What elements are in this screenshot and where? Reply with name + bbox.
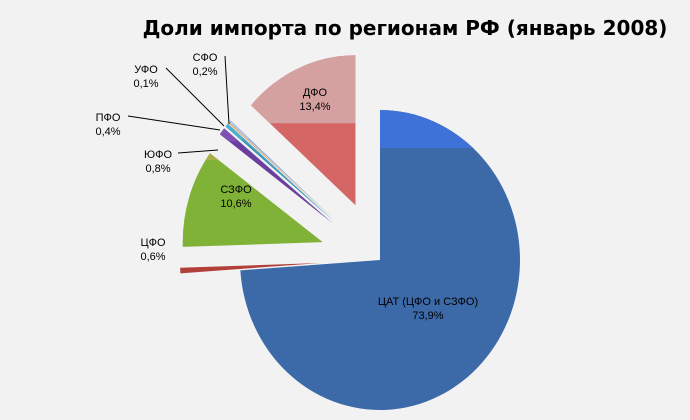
slice-value-label: 0,1% <box>133 78 158 90</box>
slice-fill <box>183 153 323 247</box>
slice-value-label: 0,2% <box>192 66 217 78</box>
slice-label: СФО <box>193 52 218 64</box>
slice-label: СЗФО <box>220 184 252 196</box>
leader-line <box>225 56 229 124</box>
slice-label: ЦАТ (ЦФО и СЗФО) <box>378 296 478 308</box>
slice-value-label: 73,9% <box>412 310 443 322</box>
slice-value-label: 0,6% <box>140 251 165 263</box>
slice-value-label: 10,6% <box>220 198 251 210</box>
leader-line <box>128 116 220 130</box>
slice-fill <box>240 110 520 410</box>
leader-line <box>178 150 218 153</box>
slice-label: ЦФО <box>140 237 166 249</box>
slice-top-shade <box>0 0 690 123</box>
slice-value-label: 13,4% <box>299 101 330 113</box>
pie-slice-7 <box>0 0 690 205</box>
slice-label: ДФО <box>303 87 328 99</box>
slice-label: ПФО <box>96 112 121 124</box>
slice-label: УФО <box>134 64 158 76</box>
slice-label: ЮФО <box>144 149 172 161</box>
slice-value-label: 0,4% <box>95 126 120 138</box>
slice-value-label: 0,8% <box>145 163 170 175</box>
